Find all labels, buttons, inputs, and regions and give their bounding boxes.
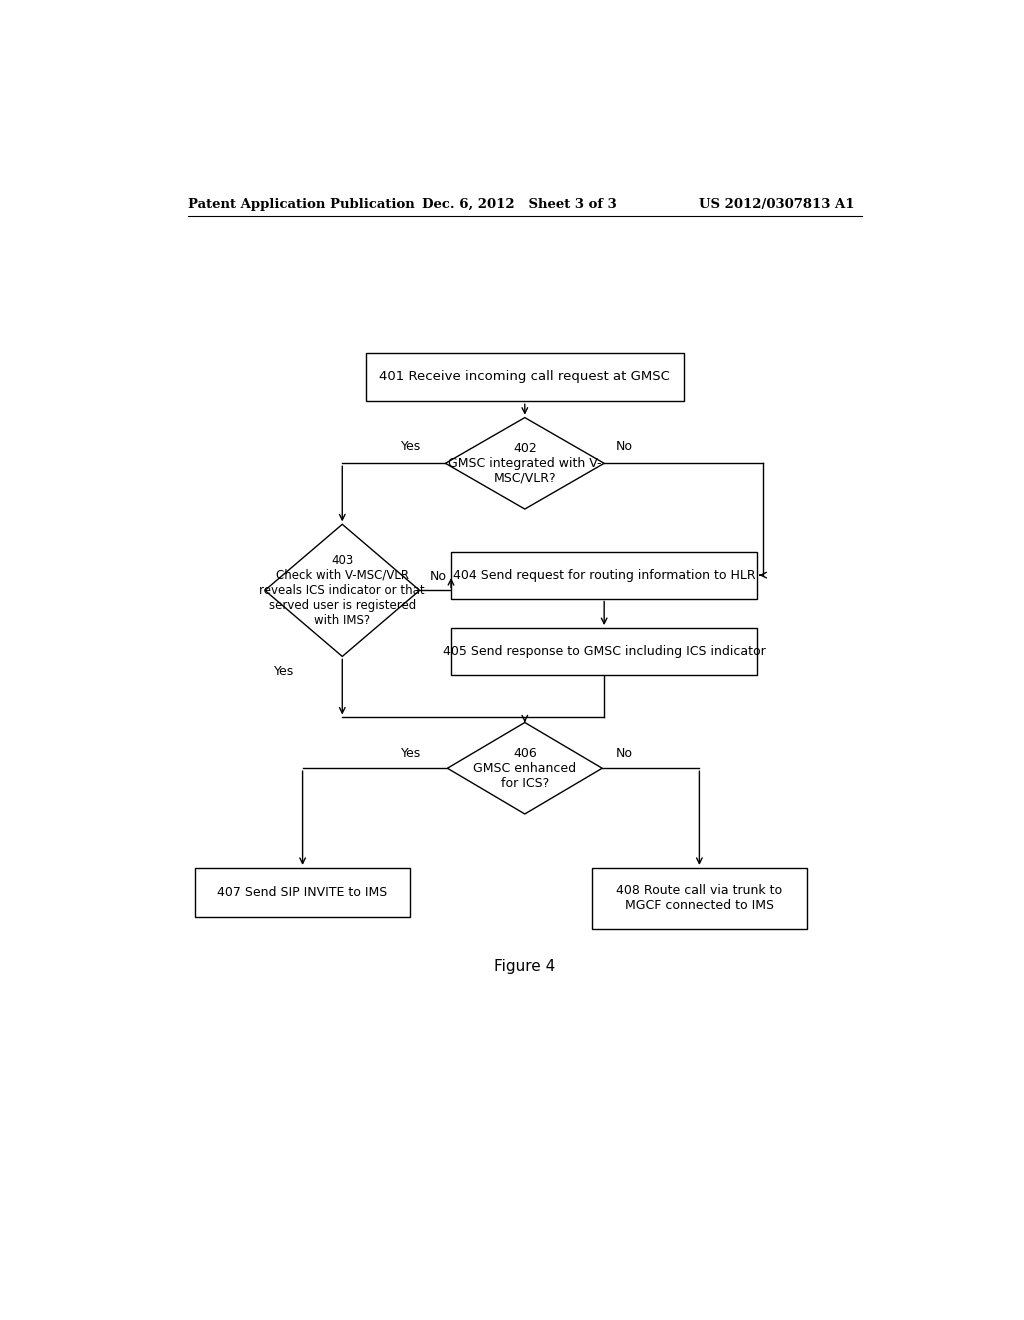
Text: 407 Send SIP INVITE to IMS: 407 Send SIP INVITE to IMS [217,886,388,899]
Text: No: No [615,747,632,760]
Text: 405 Send response to GMSC including ICS indicator: 405 Send response to GMSC including ICS … [442,645,766,657]
Text: Figure 4: Figure 4 [495,958,555,974]
Text: No: No [615,440,632,453]
FancyBboxPatch shape [367,352,684,401]
Text: Yes: Yes [401,440,422,453]
Polygon shape [265,524,420,656]
Text: US 2012/0307813 A1: US 2012/0307813 A1 [699,198,855,211]
Text: 401 Receive incoming call request at GMSC: 401 Receive incoming call request at GMS… [379,371,671,383]
FancyBboxPatch shape [592,867,807,929]
Text: Yes: Yes [401,747,422,760]
FancyBboxPatch shape [452,552,757,598]
Text: 402
GMSC integrated with V-
MSC/VLR?: 402 GMSC integrated with V- MSC/VLR? [449,442,601,484]
Text: Patent Application Publication: Patent Application Publication [187,198,415,211]
FancyBboxPatch shape [196,867,410,916]
Text: No: No [430,570,446,583]
Polygon shape [447,722,602,814]
Text: Yes: Yes [274,665,295,678]
Text: Dec. 6, 2012   Sheet 3 of 3: Dec. 6, 2012 Sheet 3 of 3 [422,198,616,211]
Text: 404 Send request for routing information to HLR: 404 Send request for routing information… [453,569,756,582]
Text: 406
GMSC enhanced
for ICS?: 406 GMSC enhanced for ICS? [473,747,577,789]
Text: 408 Route call via trunk to
MGCF connected to IMS: 408 Route call via trunk to MGCF connect… [616,884,782,912]
FancyBboxPatch shape [452,628,757,675]
Polygon shape [445,417,604,510]
Text: 403
Check with V-MSC/VLR
reveals ICS indicator or that
served user is registered: 403 Check with V-MSC/VLR reveals ICS ind… [259,554,425,627]
